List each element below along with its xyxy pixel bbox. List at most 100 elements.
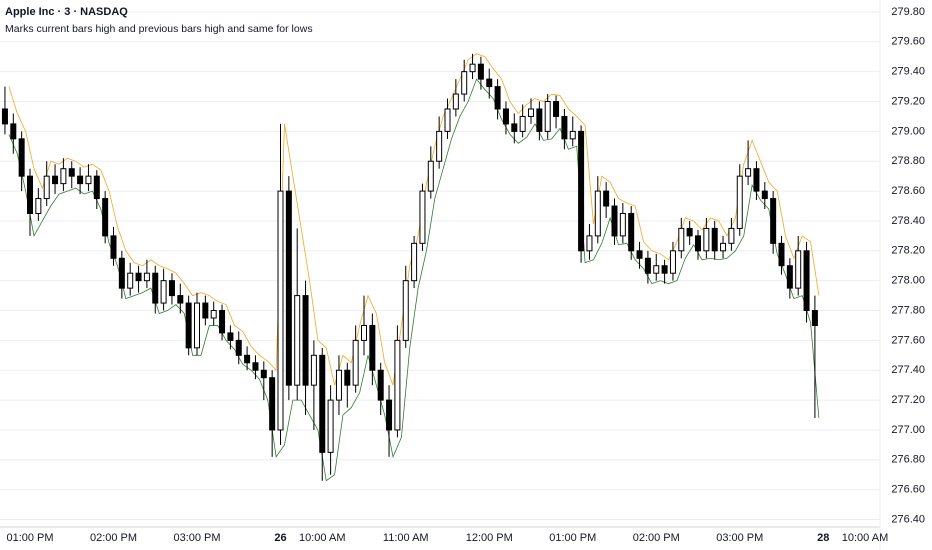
candle-body xyxy=(436,130,443,162)
candle-body xyxy=(327,399,334,453)
candle-body xyxy=(761,190,768,200)
candle-body xyxy=(419,190,426,244)
candle-body xyxy=(219,310,226,334)
candle-body xyxy=(235,339,242,356)
candle-body xyxy=(118,257,125,289)
candle-body xyxy=(310,354,317,386)
candle-body xyxy=(143,272,150,282)
candle-body xyxy=(561,115,568,140)
candle-body xyxy=(110,235,117,259)
candle-body xyxy=(352,339,359,386)
candle-body xyxy=(486,78,493,88)
x-tick-label: 28 xyxy=(817,532,829,544)
candle-body xyxy=(603,190,610,207)
candle-body xyxy=(43,175,50,200)
candle-body xyxy=(544,101,551,132)
candle-body xyxy=(611,205,618,237)
candle-body xyxy=(728,227,735,244)
candle-body xyxy=(127,272,134,289)
candle-body xyxy=(27,175,33,214)
candle-body xyxy=(753,168,760,192)
y-tick-label: 277.00 xyxy=(891,424,925,436)
y-tick-label: 279.00 xyxy=(891,125,925,137)
candle-body xyxy=(519,115,526,132)
candle-body xyxy=(553,101,560,117)
candle-body xyxy=(77,175,84,185)
candle-body xyxy=(711,227,718,252)
candle-body xyxy=(536,108,543,132)
candle-body xyxy=(511,123,518,132)
candle-body xyxy=(669,250,676,274)
candle-body xyxy=(377,369,384,401)
x-tick-label: 12:00 PM xyxy=(466,532,513,544)
y-tick-label: 276.40 xyxy=(891,513,925,525)
candle-body xyxy=(695,235,701,252)
candle-body xyxy=(477,63,484,80)
candle-body xyxy=(444,108,451,132)
y-tick-label: 278.60 xyxy=(891,185,925,197)
candle-body xyxy=(294,295,301,386)
candle-body xyxy=(411,242,418,282)
candle-body xyxy=(227,332,234,341)
y-tick-label: 277.40 xyxy=(891,364,925,376)
candle-body xyxy=(269,377,276,431)
candle-body xyxy=(528,108,534,117)
x-tick-label: 01:00 PM xyxy=(6,532,53,544)
y-tick-label: 278.20 xyxy=(891,245,925,257)
x-tick-label: 26 xyxy=(274,532,286,544)
candle-body xyxy=(194,302,200,349)
x-tick-label: 03:00 PM xyxy=(173,532,220,544)
candle-body xyxy=(461,71,468,95)
candle-body xyxy=(569,130,576,140)
candle-body xyxy=(135,272,142,282)
candle-body xyxy=(745,168,752,177)
candle-body xyxy=(427,160,434,192)
candle-body xyxy=(344,369,351,386)
x-tick-label: 11:00 AM xyxy=(383,532,429,544)
candle-body xyxy=(185,302,192,349)
candle-body xyxy=(778,242,785,267)
x-tick-label: 02:00 PM xyxy=(633,532,680,544)
candle-body xyxy=(770,198,777,244)
y-tick-label: 277.20 xyxy=(891,394,925,406)
chart-subtitle: Marks current bars high and previous bar… xyxy=(5,23,313,35)
candle-body xyxy=(277,190,284,431)
x-tick-label: 10:00 AM xyxy=(842,532,888,544)
candle-body xyxy=(720,242,727,252)
candle-body xyxy=(177,295,184,304)
x-tick-label: 01:00 PM xyxy=(549,532,596,544)
candle-body xyxy=(18,138,25,177)
candle-body xyxy=(52,175,59,185)
candle-body xyxy=(68,168,75,177)
y-tick-label: 277.60 xyxy=(891,334,925,346)
x-tick-label: 02:00 PM xyxy=(90,532,137,544)
candle-body xyxy=(628,212,635,252)
candle-body xyxy=(1,108,8,125)
candle-body xyxy=(678,227,685,252)
candle-body xyxy=(803,250,810,312)
candle-body xyxy=(494,86,501,110)
chart-title: Apple Inc · 3 · NASDAQ xyxy=(5,6,128,18)
candle-body xyxy=(636,250,643,259)
candle-body xyxy=(619,212,626,237)
y-tick-label: 276.60 xyxy=(891,484,925,496)
candle-body xyxy=(102,198,109,237)
candle-body xyxy=(210,310,217,319)
candle-body xyxy=(202,302,209,319)
candle-body xyxy=(786,265,793,289)
candle-body xyxy=(386,399,393,431)
candle-body xyxy=(152,272,159,304)
candle-body xyxy=(452,93,459,110)
y-tick-label: 279.20 xyxy=(891,95,925,107)
candle-body xyxy=(653,265,660,274)
candle-body xyxy=(160,280,167,304)
candle-body xyxy=(60,168,67,185)
candle-body xyxy=(586,235,593,252)
candle-body xyxy=(319,354,326,453)
candle-body xyxy=(93,175,100,200)
x-tick-label: 10:00 AM xyxy=(299,532,345,544)
y-tick-label: 276.80 xyxy=(891,454,925,466)
y-tick-label: 279.40 xyxy=(891,66,925,78)
candle-body xyxy=(168,280,175,297)
